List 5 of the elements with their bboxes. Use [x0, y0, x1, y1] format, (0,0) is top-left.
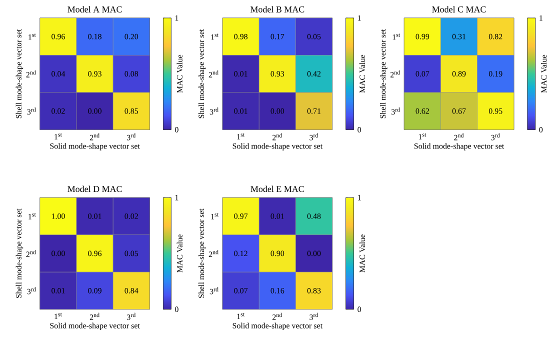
- chart-title: Model A MAC: [68, 6, 122, 12]
- chart-title: Model B MAC: [250, 6, 304, 12]
- chart-title: Model E MAC: [250, 186, 304, 192]
- chart-title: Model D MAC: [68, 186, 122, 192]
- chart-title: Model C MAC: [432, 6, 486, 12]
